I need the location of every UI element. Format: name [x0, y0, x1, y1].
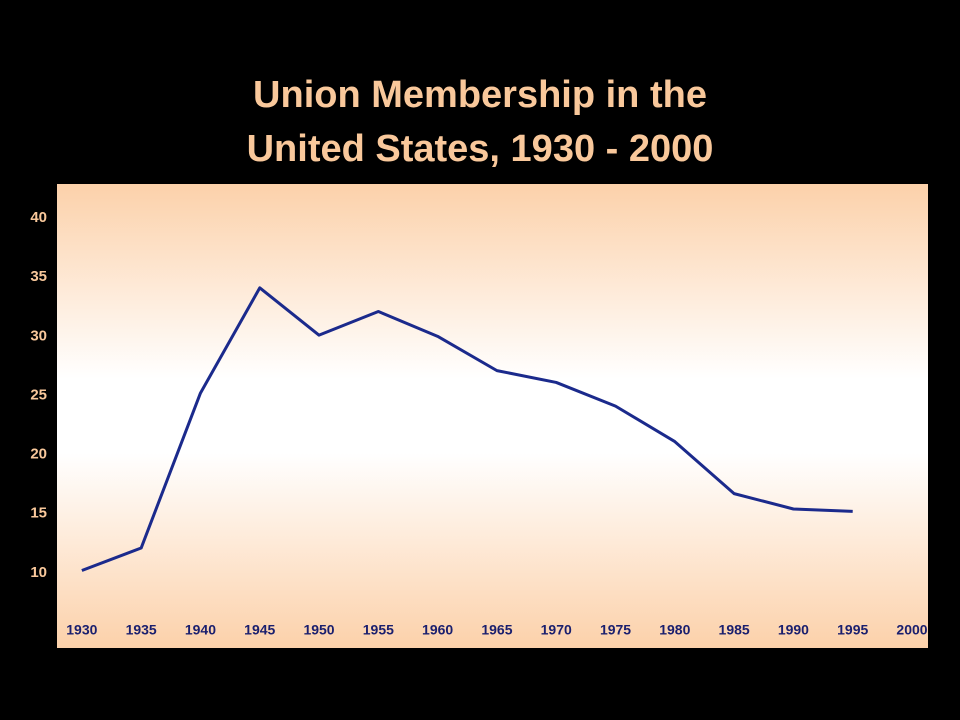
x-tick-label: 2000 [896, 622, 927, 638]
x-tick-label: 1970 [541, 622, 572, 638]
x-tick-label: 1995 [837, 622, 868, 638]
chart-title: United States, 1930 - 2000 [247, 128, 714, 170]
y-tick-label: 25 [30, 386, 47, 403]
y-tick-label: 35 [30, 268, 47, 285]
chart-title: Union Membership in the [253, 74, 707, 116]
data-line [81, 286, 853, 572]
x-tick-label: 1980 [659, 622, 690, 638]
y-tick-label: 15 [30, 505, 47, 522]
y-tick-label: 10 [30, 564, 47, 581]
x-tick-label: 1940 [185, 622, 216, 638]
y-tick-label: 20 [30, 446, 47, 463]
x-tick-label: 1990 [778, 622, 809, 638]
x-tick-label: 1960 [422, 622, 453, 638]
x-tick-label: 1945 [244, 622, 275, 638]
y-tick-label: 30 [30, 327, 47, 344]
plot-area [57, 184, 928, 648]
x-tick-label: 1965 [481, 622, 512, 638]
x-tick-label: 1935 [126, 622, 157, 638]
y-tick-label: 40 [30, 209, 47, 226]
x-tick-label: 1985 [719, 622, 750, 638]
x-tick-label: 1950 [303, 622, 334, 638]
x-tick-label: 1930 [66, 622, 97, 638]
x-tick-label: 1975 [600, 622, 631, 638]
x-tick-label: 1955 [363, 622, 394, 638]
